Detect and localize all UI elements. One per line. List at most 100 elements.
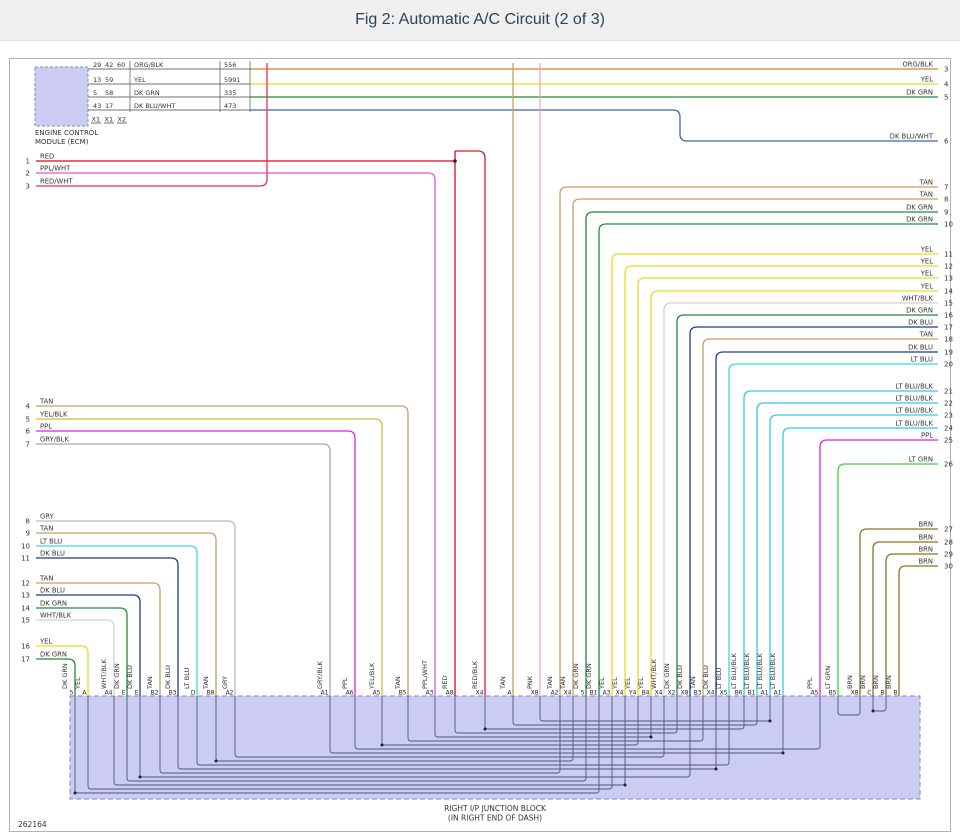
splice-dot (138, 775, 142, 779)
left-wire-label: DK GRN (40, 600, 67, 608)
splice-dot (73, 791, 77, 795)
right-pin-number: 17 (944, 324, 953, 332)
right-wire-label: DK GRN (906, 307, 933, 315)
right-wire-label: DK GRN (906, 89, 933, 97)
block-cavity-pin: X8 (681, 690, 689, 697)
entry-wire-label: LT BLU/BLK (756, 652, 764, 689)
wire-dk-blu (715, 351, 938, 696)
block-cavity-pin: 5 (70, 690, 74, 697)
splice-dot (871, 709, 875, 713)
wire-tan (702, 338, 938, 696)
figure-title-bar: Fig 2: Automatic A/C Circuit (2 of 3) (0, 0, 960, 41)
block-cavity-pin: A2 (551, 690, 559, 697)
entry-wire-label: YEL (637, 677, 645, 690)
block-cavity-pin: A3 (603, 690, 611, 697)
entry-wire-label: RED (441, 675, 449, 689)
block-cavity-pin: A8 (446, 690, 454, 697)
block-cavity-pin: X8 (851, 690, 859, 697)
right-wire-label: WHT/BLK (902, 295, 934, 303)
left-wire-label: YEL (39, 638, 52, 646)
entry-wire-label: DK GRN (663, 663, 671, 689)
wire-dk-grn (676, 314, 938, 696)
right-pin-number: 24 (944, 425, 953, 433)
wire-lt-grn (837, 463, 938, 696)
diagram-canvas: 29 42 60 ORG/BLK 556 13 59 YEL 5991 5 58 DK GRN 335 4… (0, 49, 960, 838)
ecm-wire-color: YEL (133, 76, 146, 84)
entry-wire-label: BRN (859, 675, 867, 689)
right-pin-number: 16 (944, 312, 953, 320)
block-internal-wire (215, 696, 574, 762)
block-cavity-pin: B1 (748, 690, 756, 697)
ecm-circuit-number: 556 (224, 61, 236, 69)
block-internal-wire (872, 696, 887, 712)
entry-wire-label: YEL (624, 677, 632, 690)
wire-lt-blu (36, 545, 198, 696)
entry-wire-label: TAN (559, 676, 567, 690)
right-pin-number: 12 (944, 263, 953, 271)
right-pin-number: 5 (944, 94, 948, 102)
block-internal-wire (381, 696, 639, 746)
block-cavity-pin: A4 (105, 690, 113, 697)
ecm-pin-number: 29 (93, 61, 101, 69)
left-wire-label: DK BLU (40, 587, 65, 595)
left-wire-label: TAN (39, 398, 53, 406)
right-pin-number: 7 (944, 184, 948, 192)
ecm-pin-number: 13 (93, 76, 101, 84)
left-wire-label: RED/WHT (40, 178, 73, 186)
block-cavity-pin: B5 (829, 690, 837, 697)
wire-yel (624, 265, 938, 696)
block-cavity-pin: C (867, 690, 871, 697)
right-wire-label: LT BLU/BLK (896, 407, 934, 415)
right-pin-number: 4 (944, 81, 949, 89)
entry-wire-label: BRN (872, 675, 880, 689)
block-internal-wire (434, 696, 652, 738)
block-cavity-pin: X4 (476, 690, 484, 697)
block-internal-wire (177, 696, 717, 770)
right-wire-label: YEL (920, 76, 933, 84)
drawing-number: 262164 (18, 820, 47, 829)
block-cavity-pin: X8 (531, 690, 539, 697)
left-pin-number: 15 (21, 617, 30, 625)
right-wire-label: DK GRN (906, 204, 933, 212)
ecm-wire-color: ORG/BLK (134, 61, 164, 69)
entry-wire-label: BRN (885, 675, 893, 689)
block-cavity-pin: A6 (346, 690, 354, 697)
splice-dot (453, 159, 457, 163)
wire-ppl (819, 439, 938, 696)
entry-wire-label: LT GRN (824, 666, 832, 689)
ecm-wire-color: DK BLU/WHT (134, 102, 175, 110)
wire-yel (611, 253, 938, 696)
block-cavity-pin: B5 (399, 690, 407, 697)
block-cavity-pin: Y4 (628, 690, 637, 697)
right-pin-number: 3 (944, 66, 948, 74)
left-pin-number: 13 (21, 592, 30, 600)
wire-brn (859, 528, 938, 696)
block-cavity-pin: A5 (811, 690, 819, 697)
block-internal-wire (837, 696, 861, 716)
block-cavity-pin: B3 (169, 690, 177, 697)
wire-lt-blu-blk (782, 427, 938, 696)
entry-wire-label: DK GRN (585, 663, 593, 689)
wire-tan (36, 532, 217, 696)
ecm-pin-number: 43 (93, 102, 101, 110)
left-wire-label: TAN (39, 575, 53, 583)
wire-lt-blu-blk (769, 414, 938, 696)
block-cavity-pin: X4 (707, 690, 715, 697)
right-wire-label: DK GRN (906, 216, 933, 224)
left-pin-number: 4 (26, 403, 31, 411)
block-cavity-pin: X4 (564, 690, 572, 697)
block-cavity-pin: A1 (321, 690, 329, 697)
right-pin-number: 8 (944, 196, 948, 204)
wire-lt-blu (728, 363, 938, 696)
wire-dk-grn (585, 211, 938, 696)
wire-lt-blu-blk (756, 402, 938, 696)
wire-wht-blk (663, 302, 938, 696)
left-pin-number: 2 (26, 170, 30, 178)
splice-dot (714, 767, 718, 771)
block-internal-wire (139, 696, 691, 778)
right-wire-label: TAN (919, 191, 933, 199)
right-pin-number: 29 (944, 551, 953, 559)
right-pin-number: 18 (944, 336, 953, 344)
right-pin-number: 26 (944, 461, 953, 469)
wire-tan (559, 186, 938, 696)
